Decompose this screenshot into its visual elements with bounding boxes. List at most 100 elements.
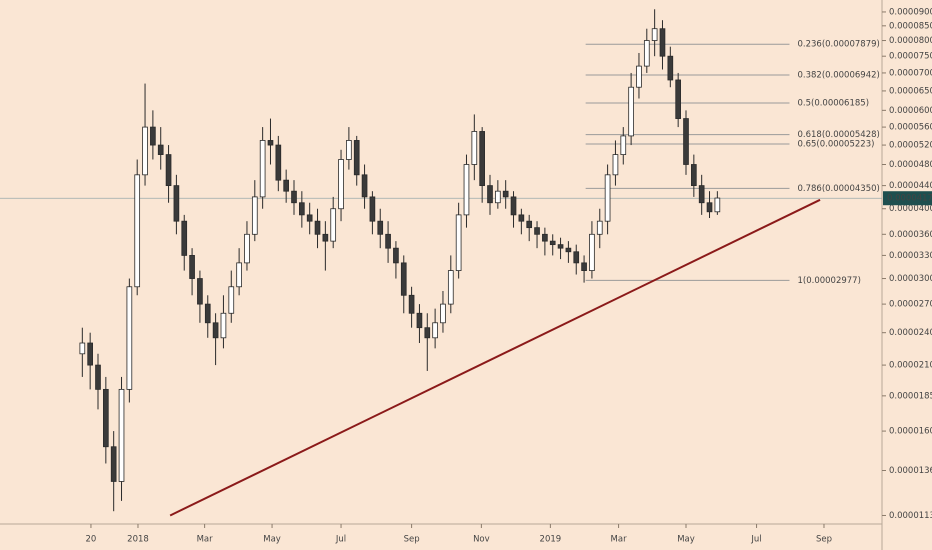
candle-body [557, 244, 564, 249]
y-tick-label: 0.00002400 [889, 328, 932, 338]
candle-body [150, 126, 156, 146]
y-tick-label: 0.00009000 [889, 7, 932, 17]
candle-body [267, 140, 274, 146]
candle-body [110, 446, 117, 482]
fib-label: 0.236(0.00007879) [797, 40, 879, 50]
x-tick-label: 20 [86, 535, 97, 545]
y-tick-label: 0.00002700 [889, 300, 932, 310]
candle-body [549, 240, 556, 246]
candle-body [220, 312, 227, 339]
candle-body [353, 140, 360, 176]
candle-body [643, 40, 650, 67]
candle-body [275, 144, 282, 181]
fib-label: 0.5(0.00006185) [797, 98, 869, 108]
x-tick-label: May [263, 535, 281, 545]
candle-body [291, 190, 297, 204]
candle-body [714, 197, 721, 213]
candle-body [526, 220, 533, 229]
candle-body [346, 140, 352, 160]
candle-body [322, 233, 329, 242]
candle-body [636, 65, 642, 88]
candle-body [306, 214, 313, 222]
candle-body [487, 185, 493, 204]
candle-body [440, 303, 446, 324]
candle-body [691, 164, 697, 187]
candle-body [173, 185, 180, 222]
candle-body [479, 131, 485, 187]
candle-body [204, 303, 211, 324]
candle-body [596, 220, 603, 235]
candle-body [330, 208, 337, 242]
x-tick-label: Jul [750, 535, 761, 545]
candle-body [157, 144, 164, 155]
y-tick-label: 0.00001360 [889, 466, 932, 476]
candle-body [377, 220, 384, 235]
candle-body [361, 174, 368, 198]
y-tick-label: 0.00003600 [889, 230, 932, 240]
last-price-label: 0.00004177 [887, 194, 932, 204]
candle-body [338, 159, 344, 210]
candle-body [620, 135, 627, 155]
candle-body [142, 126, 148, 176]
fib-label: 0.382(0.00006942) [797, 70, 879, 80]
trendline [169, 198, 821, 517]
candle-body [651, 28, 658, 41]
y-tick-label: 0.00003000 [889, 274, 932, 284]
candle-body [675, 79, 681, 119]
candle-body [95, 364, 101, 390]
candle-body [369, 196, 376, 222]
candle-body [589, 233, 595, 271]
candle-body [471, 131, 478, 165]
candle-body [79, 342, 86, 355]
candle-body [432, 322, 438, 339]
candle-body [181, 220, 188, 256]
y-tick-label: 0.00005200 [889, 141, 932, 151]
candle-body [698, 185, 705, 204]
y-tick-label: 0.00002100 [889, 361, 932, 371]
candle-body [87, 342, 93, 366]
candle-body [165, 154, 172, 187]
candle-body [212, 322, 219, 339]
candle-body [534, 227, 540, 235]
y-tick-label: 0.00007000 [889, 68, 932, 78]
candle-body [706, 202, 713, 213]
candle-body [455, 214, 462, 271]
candle-body [495, 190, 501, 204]
candle-body [667, 55, 674, 81]
candle-body [604, 174, 611, 222]
candle-body [236, 262, 242, 288]
x-tick-label: Jul [335, 535, 346, 545]
candle-body [542, 233, 548, 242]
y-tick-label: 0.00001130 [889, 511, 932, 521]
y-tick-label: 0.00006500 [889, 86, 932, 96]
candle-body [463, 164, 470, 216]
candle-body [581, 262, 587, 271]
y-tick-label: 0.00008500 [889, 21, 932, 31]
x-tick-label: Sep [404, 535, 420, 545]
candle-body [518, 214, 525, 222]
y-tick-label: 0.00004800 [889, 160, 932, 170]
candle-body [408, 294, 415, 314]
fib-label: 0.786(0.00004350) [797, 184, 879, 194]
candle-body [118, 388, 125, 482]
candle-body [228, 286, 235, 314]
candle-body [259, 140, 266, 198]
candle-body [683, 118, 689, 165]
candle-body [628, 86, 634, 137]
x-tick-label: 2018 [127, 535, 149, 545]
candle-body [510, 196, 517, 216]
candle-body [283, 179, 289, 192]
last-price-box [883, 191, 932, 206]
y-tick-label: 0.00004400 [889, 181, 932, 191]
candle-body [573, 251, 580, 264]
candle-body [424, 327, 431, 339]
candle-body [416, 312, 423, 329]
fib-label: 1(0.00002977) [797, 276, 860, 286]
fib-label: 0.618(0.00005428) [797, 130, 879, 140]
y-tick-label: 0.00001600 [889, 427, 932, 437]
candle-body [189, 255, 195, 279]
y-tick-label: 0.00007500 [889, 52, 932, 62]
candle-body [565, 247, 572, 253]
